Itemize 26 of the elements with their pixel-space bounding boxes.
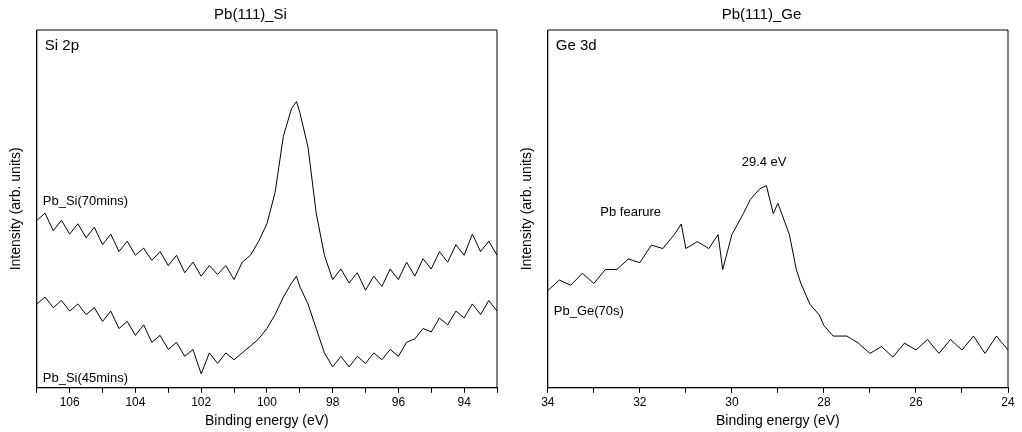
x-tick-label: 28 — [817, 395, 831, 410]
text: Si 2p — [44, 35, 79, 53]
x-tick-label: 98 — [325, 395, 340, 410]
x-tick-label: 32 — [633, 395, 647, 410]
series-label: Pb_Ge(70s) — [553, 302, 624, 318]
x-tick-label: 34 — [541, 395, 555, 410]
chart-title: Pb(111)_Si — [214, 5, 287, 23]
y-axis-title: Intensity (arb. units) — [7, 147, 24, 271]
x-tick-label: 30 — [725, 395, 739, 410]
x-tick-label: 100 — [256, 395, 278, 410]
x-tick-label: 24 — [1001, 395, 1015, 410]
x-axis-title: Binding energy (eV) — [205, 412, 329, 429]
text: 29.4 eV — [741, 153, 787, 169]
x-tick-label: 104 — [125, 395, 146, 410]
annotation: Pb fearure — [600, 204, 661, 220]
x-tick-label: 102 — [191, 395, 212, 410]
x-tick-label: 94 — [457, 395, 472, 410]
x-tick-label: 96 — [391, 395, 406, 410]
text: Pb_Si(45mins) — [42, 369, 129, 385]
chart-title: Pb(111)_Ge — [721, 5, 802, 23]
y-axis-title: Intensity (arb. units) — [518, 147, 535, 271]
x-axis-title: Binding energy (eV) — [716, 412, 840, 429]
x-tick-label: 106 — [59, 395, 80, 410]
x-tick-label: 26 — [909, 395, 923, 410]
text: Ge 3d — [555, 35, 597, 53]
series-label: Pb_Si(70mins) — [42, 193, 129, 209]
